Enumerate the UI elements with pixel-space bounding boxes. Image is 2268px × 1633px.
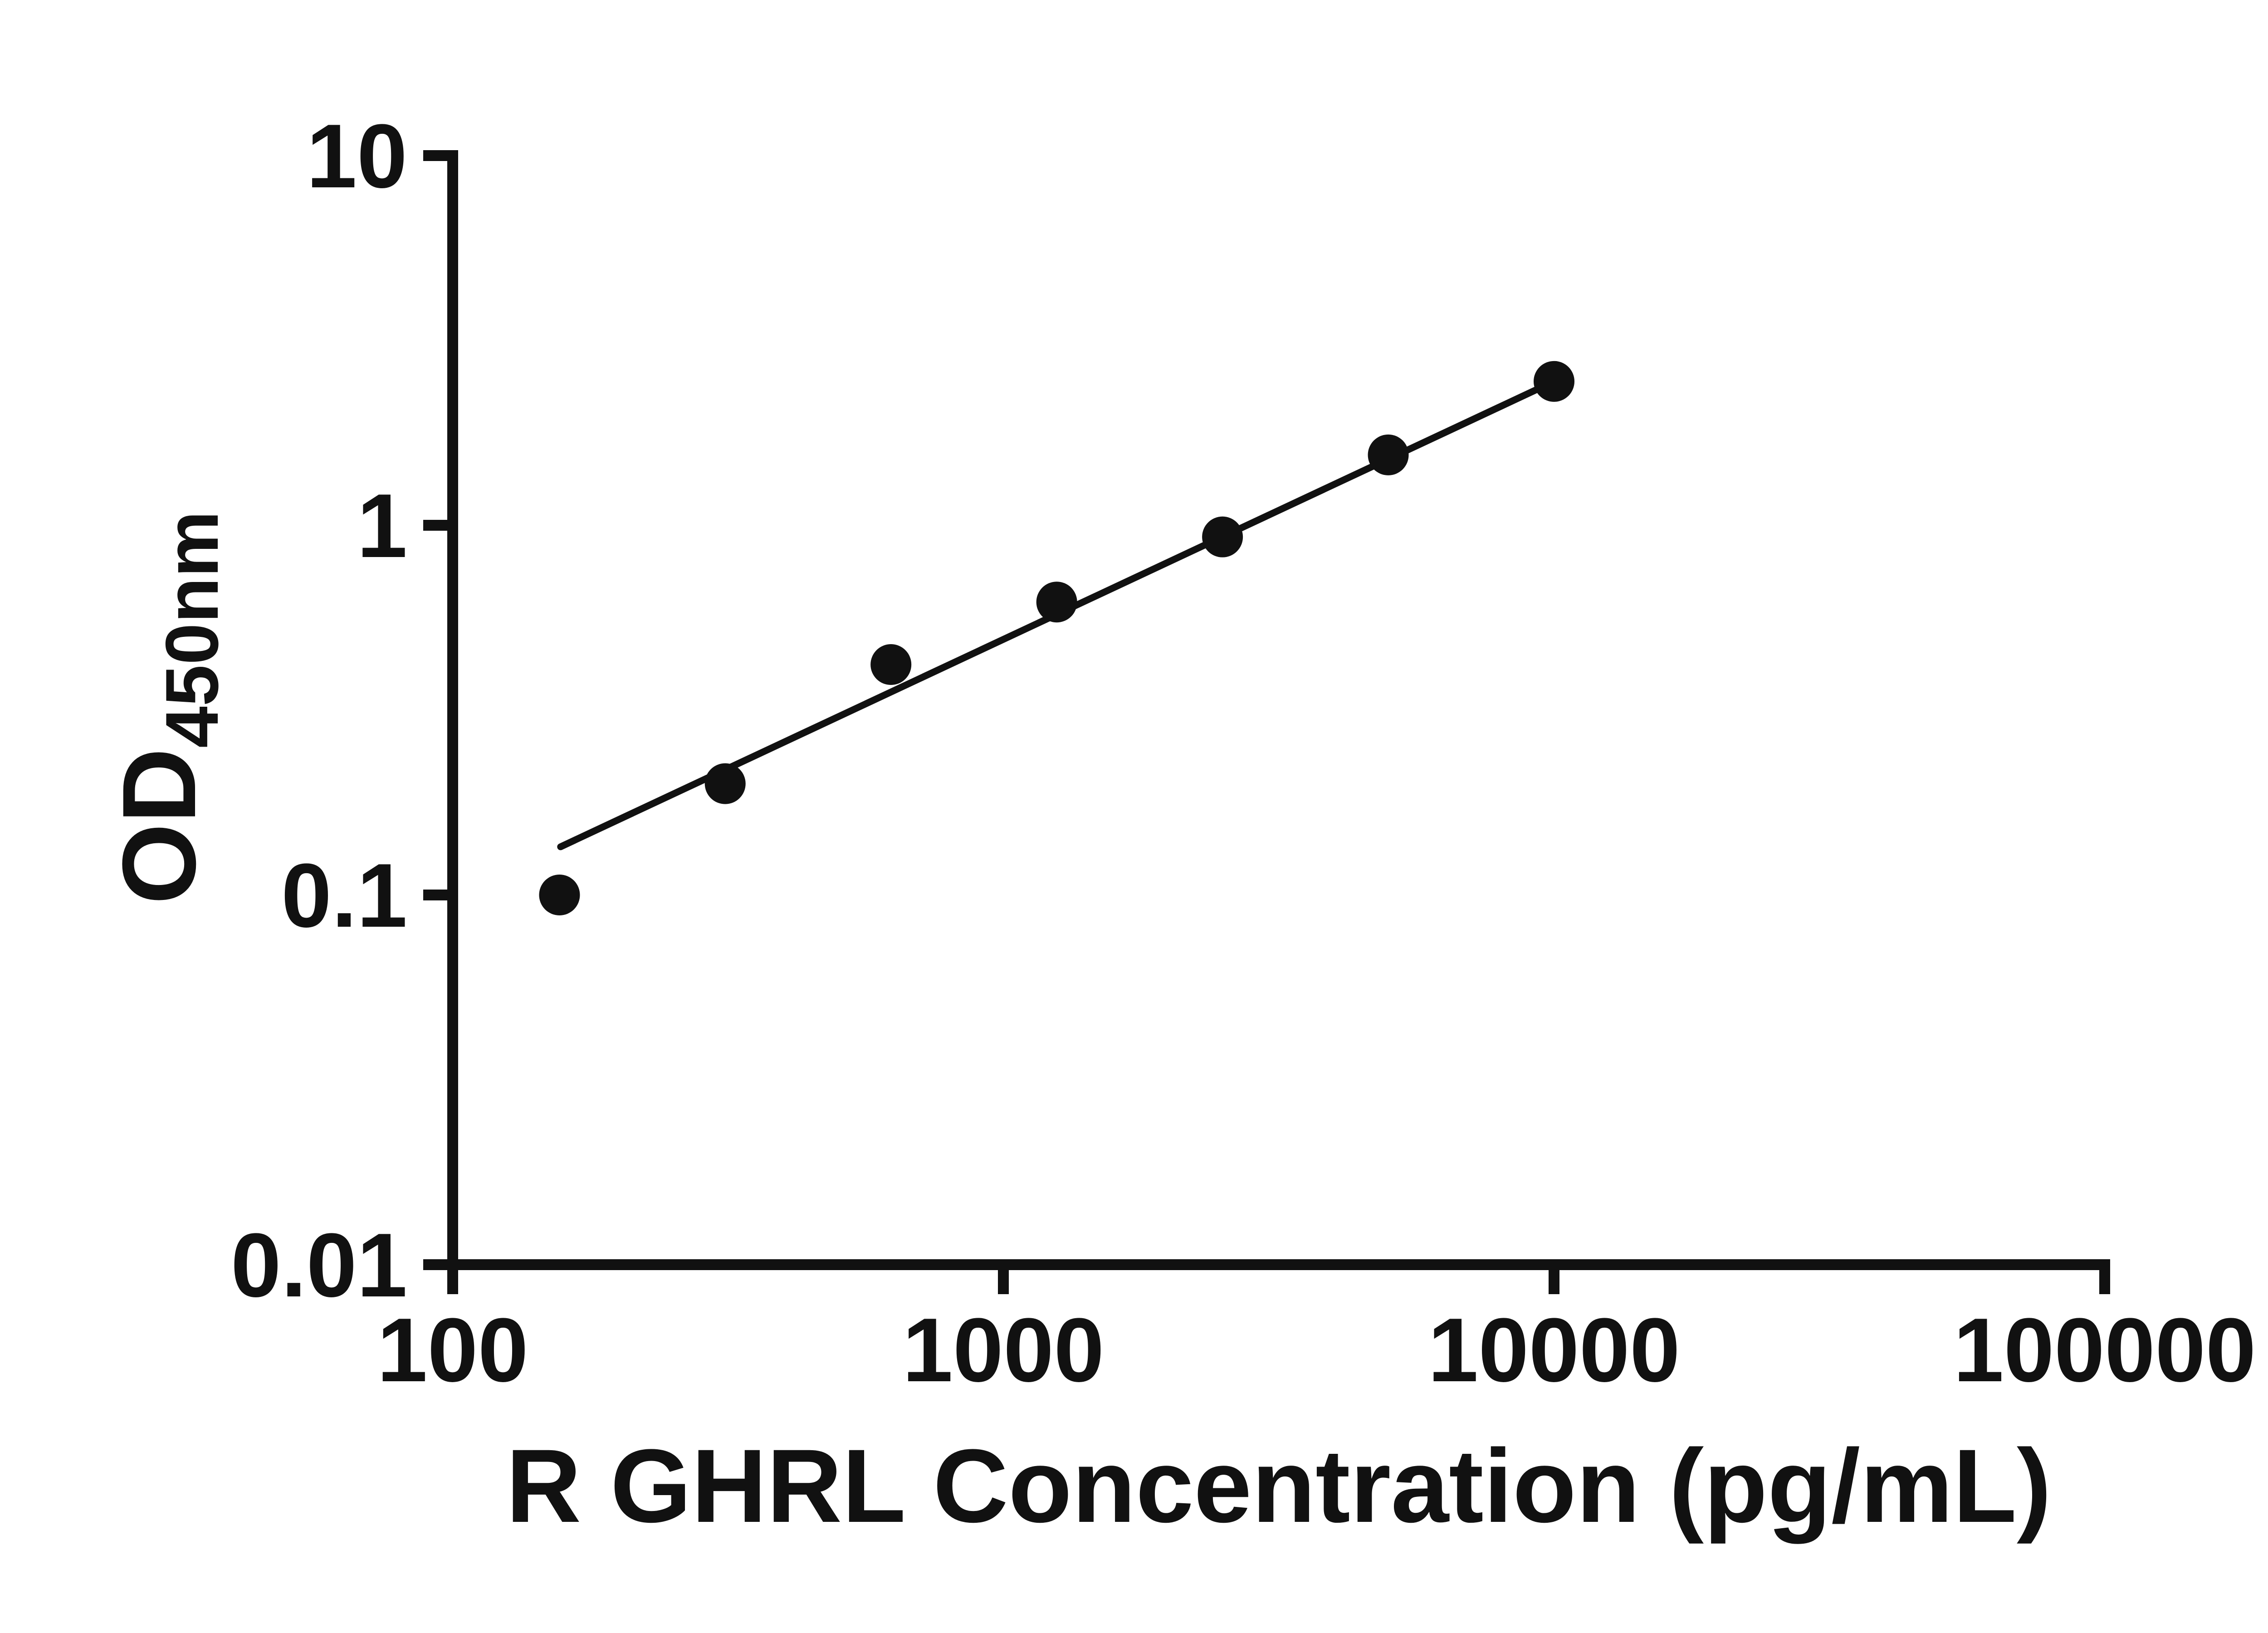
y-axis-title: OD450nm	[101, 511, 234, 905]
data-point	[1036, 582, 1077, 623]
x-axis-tick-label: 1000	[903, 1300, 1105, 1401]
x-axis-tick-label: 100	[377, 1300, 528, 1401]
data-point	[1202, 516, 1243, 557]
data-point	[704, 763, 746, 804]
x-axis-tick-label: 100000	[1953, 1300, 2256, 1401]
data-point	[870, 644, 912, 685]
data-point	[1534, 361, 1574, 402]
y-axis-tick-label: 0.1	[281, 845, 407, 946]
y-axis-tick-label: 0.01	[231, 1215, 407, 1316]
data-point	[1368, 434, 1409, 475]
x-axis-tick-label: 10000	[1428, 1300, 1680, 1401]
data-point	[539, 875, 580, 915]
y-axis-tick-label: 1	[357, 475, 407, 577]
axis-lines	[447, 150, 2110, 1270]
x-axis-title: R GHRL Concentration (pg/mL)	[506, 1428, 2051, 1544]
y-axis-tick-label: 10	[307, 106, 407, 207]
